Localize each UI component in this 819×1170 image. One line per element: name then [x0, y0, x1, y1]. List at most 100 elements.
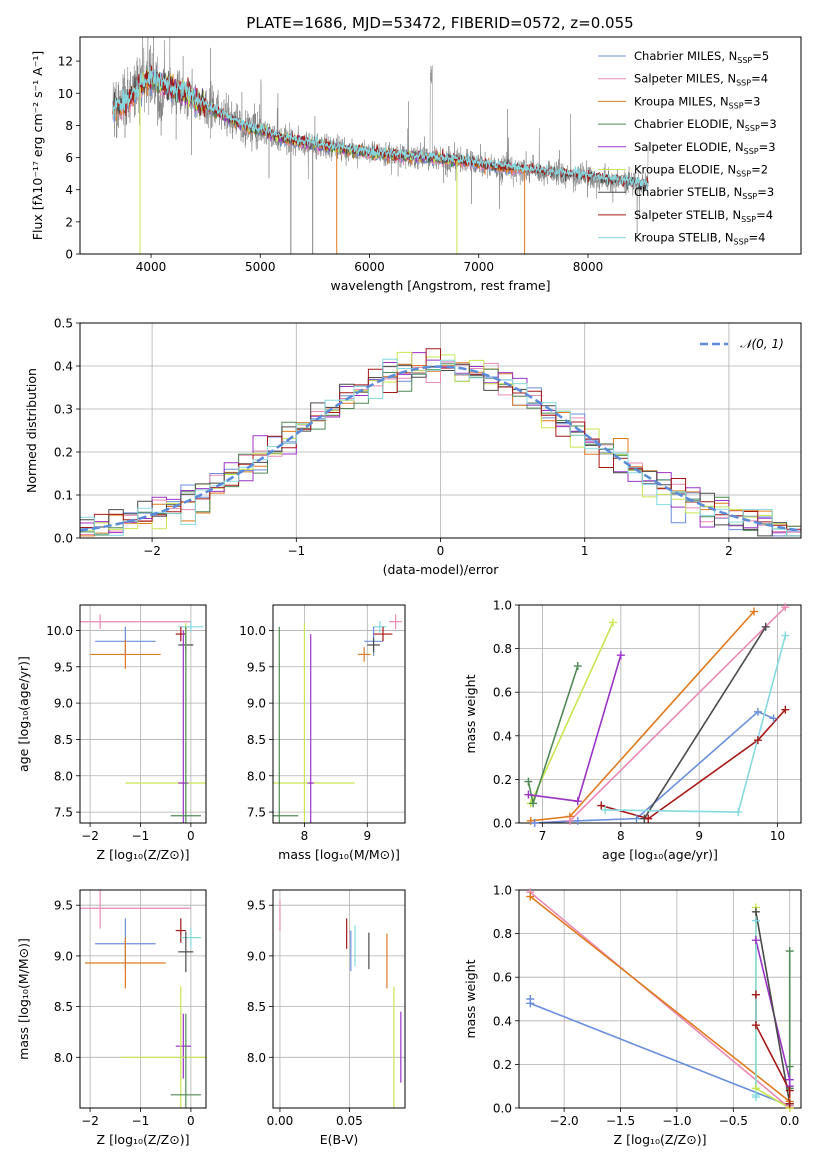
y-tick-label: 8.5: [247, 1000, 266, 1014]
data-point-marker: [526, 892, 535, 901]
data-point-marker: [530, 819, 539, 827]
legend-nssp: 5: [762, 49, 769, 63]
data-point-marker: [524, 790, 533, 799]
data-point-marker: [753, 707, 762, 716]
y-tick-label: 8.0: [247, 769, 266, 783]
y-tick-label: 9.5: [247, 899, 266, 913]
y-tick-label: 0.2: [493, 773, 512, 787]
data-point-marker: [524, 777, 533, 786]
y-tick-label: 12: [58, 55, 73, 69]
x-axis-label: Z [log₁₀(Z/Z⊙)]: [97, 1132, 190, 1147]
y-tick-label: 7.5: [54, 806, 73, 820]
y-tick-label: 6: [65, 151, 73, 165]
residual-histogram: [80, 348, 801, 530]
x-tick-label: 7: [539, 829, 547, 843]
panel-spectrum: 4000 5000 6000 7000 8000 0 2 4 6 8 10 12 wavelength …: [30, 36, 802, 293]
x-tick-label: 7000: [463, 260, 494, 274]
data-point-marker: [632, 814, 641, 823]
massweight-line: [529, 999, 791, 1108]
y-tick-label: 0.2: [54, 446, 73, 460]
y-tick-label: 9.0: [54, 949, 73, 963]
y-tick-label: 0.2: [493, 1058, 512, 1072]
data-point-marker: [734, 808, 743, 817]
y-tick-label: 8.5: [54, 1000, 73, 1014]
legend-label: Kroupa ELODIE, N: [634, 163, 736, 177]
x-tick-label: −1.0: [662, 1114, 691, 1128]
y-tick-label: 0.8: [493, 927, 512, 941]
legend-equals: =: [756, 208, 766, 222]
x-tick-label: 9: [363, 829, 371, 843]
legend-subscript: SSP: [744, 147, 759, 156]
legend-equals: =: [751, 163, 761, 177]
axes-frame: [272, 604, 406, 824]
y-tick-label: 9.5: [54, 660, 73, 674]
x-axis-label: (data-model)/error: [383, 562, 500, 577]
data-point-marker: [785, 1086, 794, 1095]
y-axis-label: Normed distribution: [24, 368, 39, 493]
legend-equals: =: [759, 140, 769, 154]
axes-frame: [79, 889, 207, 1109]
x-tick-label: 0.05: [336, 1114, 363, 1128]
y-tick-label: 0.0: [54, 532, 73, 546]
y-tick-label: 9.0: [247, 949, 266, 963]
x-tick-label: −1: [132, 829, 150, 843]
legend-label: Chabrier ELODIE, N: [634, 117, 745, 131]
x-tick-label: 10: [770, 829, 785, 843]
axes-frame: [518, 889, 802, 1109]
data-point-marker: [526, 999, 535, 1008]
legend-equals: =: [760, 117, 770, 131]
legend-entry: Kroupa ELODIE, NSSP=2: [634, 163, 768, 179]
legend-label: Salpeter STELIB, N: [634, 208, 741, 222]
y-tick-label: 10.0: [239, 624, 266, 638]
data-point-marker: [781, 631, 790, 640]
legend-label: Kroupa STELIB, N: [634, 231, 734, 245]
data-point-marker: [751, 916, 760, 925]
y-tick-label: 0.0: [493, 817, 512, 831]
y-tick-label: 9.5: [54, 899, 73, 913]
data-point-marker: [785, 1099, 794, 1108]
legend-subscript: SSP: [745, 124, 760, 133]
y-tick-label: 0.3: [54, 403, 73, 417]
legend-subscript: SSP: [741, 215, 756, 224]
data-point-marker: [565, 816, 574, 825]
data-point-marker: [616, 651, 625, 660]
data-point-marker: [529, 799, 538, 808]
y-tick-label: 0.1: [54, 489, 73, 503]
legend-subscript: SSP: [736, 170, 751, 179]
legend-nssp: 3: [769, 117, 776, 131]
x-tick-label: 2: [725, 544, 733, 558]
x-tick-label: −2: [143, 544, 161, 558]
x-tick-label: 8: [301, 829, 309, 843]
x-tick-label: 0: [437, 544, 445, 558]
data-point-marker: [573, 662, 582, 671]
legend-entry: Chabrier STELIB, NSSP=3: [634, 185, 774, 201]
y-tick-label: 7.5: [247, 806, 266, 820]
legend-equals: =: [752, 49, 762, 63]
x-axis-label: mass [log₁₀(M/M⊙)]: [278, 847, 400, 862]
axes-frame: [79, 36, 802, 255]
y-tick-label: 0.4: [493, 1014, 512, 1028]
y-tick-label: 0.6: [493, 971, 512, 985]
legend-entry: 𝒩(0, 1): [740, 337, 784, 351]
legend-nssp: 3: [753, 94, 760, 108]
data-point-marker: [781, 705, 790, 714]
model-spectrum: [112, 65, 649, 187]
y-tick-label: 8.5: [247, 733, 266, 747]
plot-area-age-vs-Z: [80, 614, 206, 823]
legend-nssp: 3: [767, 185, 774, 199]
x-tick-label: −0.5: [719, 1114, 748, 1128]
legend-nssp: 2: [761, 163, 768, 177]
y-tick-label: 9.5: [247, 660, 266, 674]
figure-title: PLATE=1686, MJD=53472, FIBERID=0572, z=0…: [246, 14, 633, 32]
legend-entry: Kroupa STELIB, NSSP=4: [634, 231, 766, 247]
data-point-marker: [751, 1021, 760, 1030]
legend-equals: =: [744, 94, 754, 108]
massweight-line: [530, 622, 614, 804]
legend-subscript: SSP: [729, 101, 744, 110]
data-point-marker: [761, 622, 770, 631]
x-tick-label: 0: [187, 829, 195, 843]
data-point-marker: [609, 618, 617, 627]
data-point-marker: [751, 936, 760, 945]
legend-entry: Salpeter STELIB, NSSP=4: [634, 208, 773, 224]
